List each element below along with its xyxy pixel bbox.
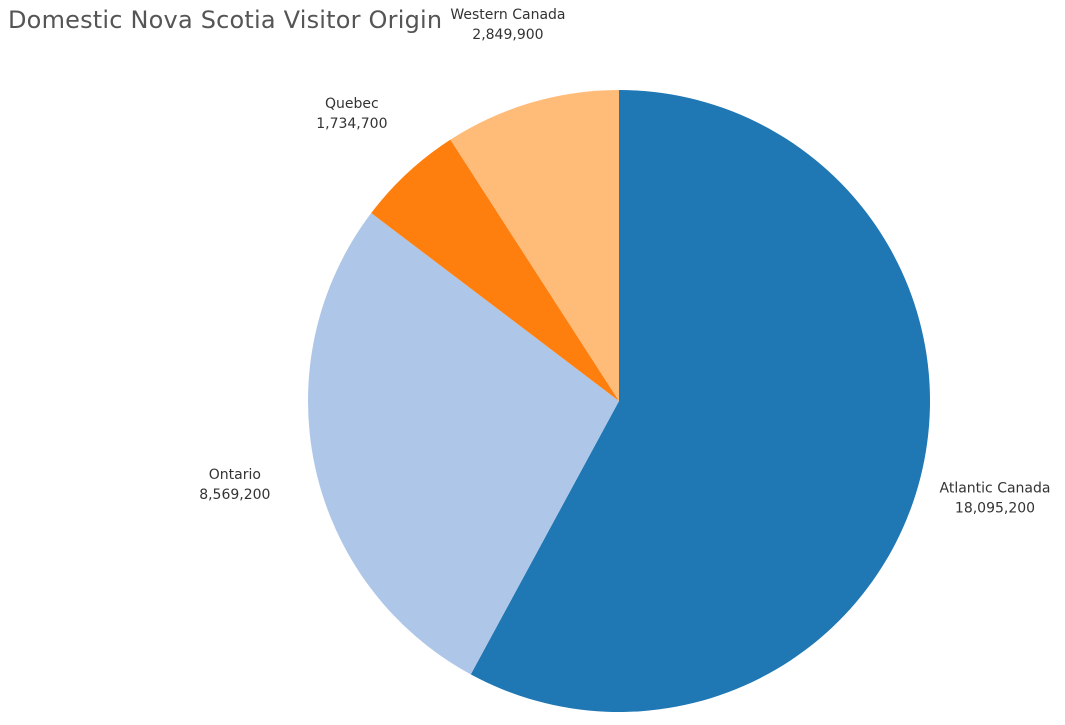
slice-label-atlantic-canada: Atlantic Canada xyxy=(940,481,1051,497)
slice-value-atlantic-canada: 18,095,200 xyxy=(955,501,1035,517)
slice-label-western-canada: Western Canada xyxy=(450,7,565,23)
pie-slice-western-canada[interactable] xyxy=(450,90,619,401)
slice-label-ontario: Ontario xyxy=(209,467,261,483)
pie-labels: Atlantic Canada 18,095,200 Ontario 8,569,20… xyxy=(199,7,1050,517)
pie-slice-atlantic-canada[interactable] xyxy=(470,90,931,712)
slice-value-ontario: 8,569,200 xyxy=(199,487,270,503)
pie-slices xyxy=(307,90,931,712)
slice-value-western-canada: 2,849,900 xyxy=(472,27,543,43)
chart-title: Domestic Nova Scotia Visitor Origin xyxy=(8,6,443,34)
slice-value-quebec: 1,734,700 xyxy=(316,116,387,132)
slice-label-quebec: Quebec xyxy=(325,96,379,112)
pie-slice-quebec[interactable] xyxy=(371,139,619,402)
pie-slice-ontario[interactable] xyxy=(307,213,619,675)
